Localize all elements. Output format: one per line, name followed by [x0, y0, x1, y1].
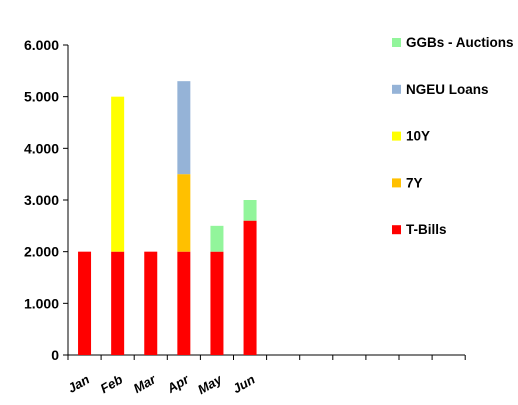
y-tick-label: 5.000 — [24, 89, 59, 105]
legend-label-10y: 10Y — [406, 129, 430, 144]
x-tick-label: Feb — [98, 372, 126, 397]
category-labels: Jan Feb Mar Apr May Jun — [65, 371, 257, 397]
legend-swatch-t-bills — [392, 225, 401, 235]
legend-label-7y: 7Y — [406, 175, 423, 190]
legend-swatch-ngeu-loans — [392, 84, 401, 94]
y-tick-label: 4.000 — [24, 140, 59, 156]
y-tick-label: 1.000 — [24, 295, 59, 311]
y-tick-label: 0 — [51, 347, 59, 363]
bar-segment-t-bills-jan — [78, 251, 92, 355]
bars — [78, 81, 257, 355]
bar-segment-t-bills-mar — [144, 251, 158, 355]
bar-segment-t-bills-feb — [111, 251, 125, 355]
legend-swatch-ggbs-auctions — [392, 38, 401, 47]
y-tick-label: 3.000 — [24, 192, 59, 208]
bar-segment-ggbs-auctions-jun — [243, 200, 257, 221]
bar-segment-7y-apr — [177, 174, 191, 252]
legend: GGBs - Auctions NGEU Loans 10Y 7Y T-Bills — [392, 35, 514, 237]
y-tick-label: 2.000 — [24, 244, 59, 260]
x-tick-label: Mar — [131, 371, 159, 396]
legend-swatch-7y — [392, 178, 401, 188]
bar-segment-ggbs-auctions-may — [210, 225, 224, 252]
legend-label-t-bills: T-Bills — [406, 222, 447, 237]
legend-swatch-10y — [392, 131, 401, 141]
x-tick-label: Jun — [230, 372, 258, 397]
y-axis: 0 1.000 2.000 3.000 4.000 5.000 6.000 — [24, 37, 69, 363]
bar-segment-10y-feb — [111, 96, 125, 252]
x-axis — [67, 354, 466, 360]
legend-label-ngeu-loans: NGEU Loans — [406, 82, 489, 97]
bar-segment-t-bills-may — [210, 251, 224, 355]
legend-label-ggbs-auctions: GGBs - Auctions — [406, 35, 514, 50]
x-tick-label: Apr — [164, 371, 193, 396]
y-tick-label: 6.000 — [24, 37, 59, 53]
bar-segment-t-bills-apr — [177, 251, 191, 355]
bar-segment-t-bills-jun — [243, 220, 257, 355]
x-tick-label: May — [195, 371, 225, 397]
x-tick-label: Jan — [65, 372, 92, 396]
bar-segment-ngeu-loans-apr — [177, 81, 191, 175]
